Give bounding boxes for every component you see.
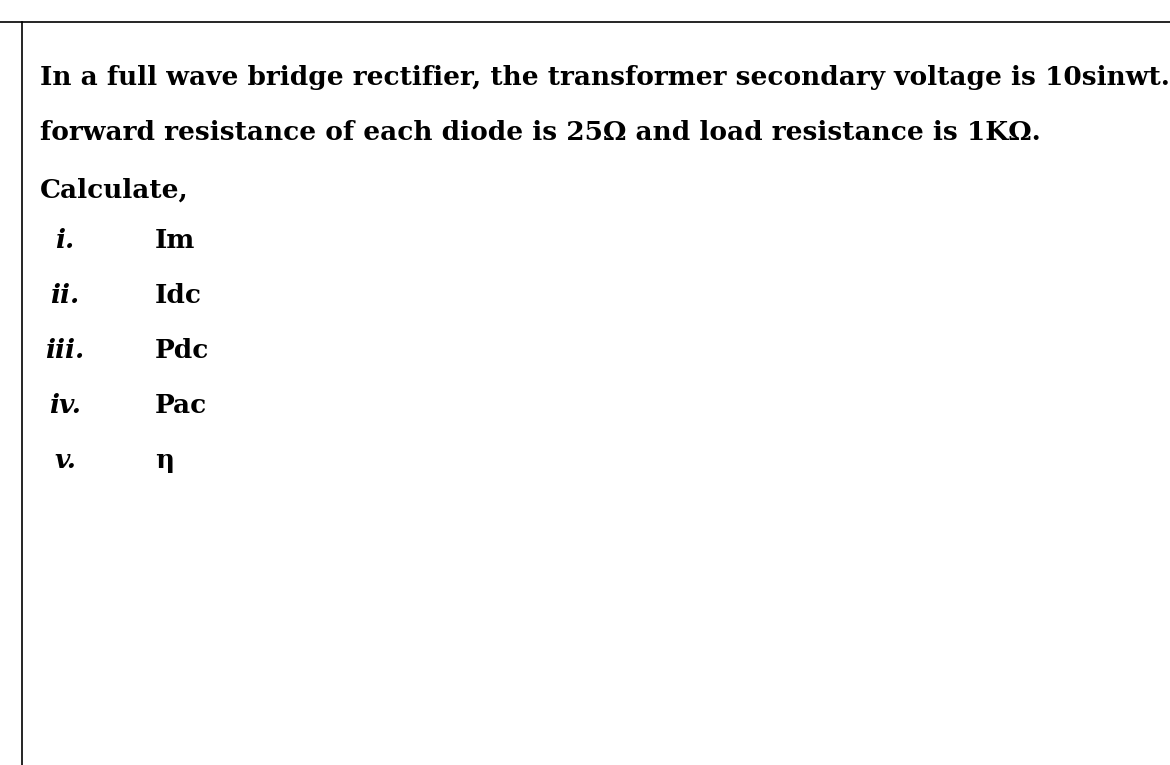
Text: Pdc: Pdc [154,338,209,363]
Text: iii.: iii. [46,338,84,363]
Text: iv.: iv. [49,393,81,418]
Text: ii.: ii. [50,283,80,308]
Text: v.: v. [54,448,76,473]
Text: Im: Im [154,228,195,253]
Text: Calculate,: Calculate, [40,178,188,203]
Text: Idc: Idc [154,283,202,308]
Text: forward resistance of each diode is 25Ω and load resistance is 1KΩ.: forward resistance of each diode is 25Ω … [40,120,1041,145]
Text: i.: i. [55,228,75,253]
Text: Pac: Pac [154,393,207,418]
Text: In a full wave bridge rectifier, the transformer secondary voltage is 10sinwt. T: In a full wave bridge rectifier, the tra… [40,65,1170,90]
Text: η: η [154,448,174,473]
